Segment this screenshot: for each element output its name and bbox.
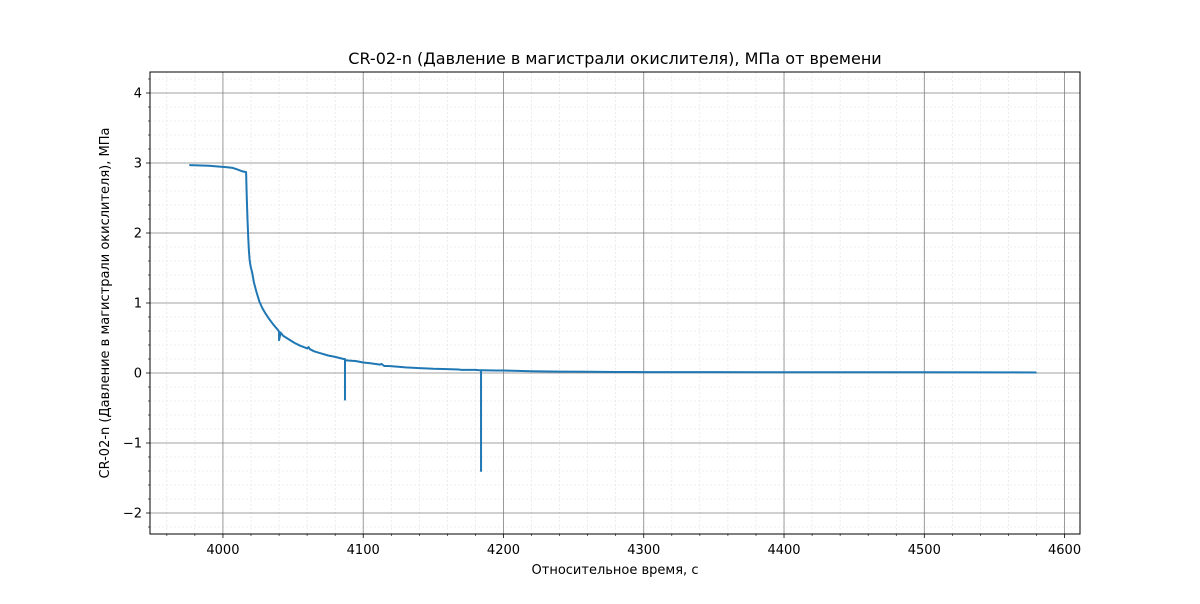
chart-title: CR-02-n (Давление в магистрали окислител… bbox=[348, 49, 881, 68]
x-tick-label: 4200 bbox=[487, 543, 520, 558]
x-tick-label: 4000 bbox=[206, 543, 239, 558]
y-tick-label: 3 bbox=[134, 157, 142, 172]
x-tick-label: 4600 bbox=[1048, 543, 1081, 558]
y-axis-ticks: −2 −1 0 1 2 3 4 bbox=[123, 78, 150, 528]
x-axis-ticks: 4000 4100 4200 4300 4400 4500 4600 bbox=[166, 534, 1081, 558]
y-tick-label: −2 bbox=[123, 507, 142, 522]
x-tick-label: 4400 bbox=[767, 543, 800, 558]
y-tick-label: 4 bbox=[134, 87, 142, 102]
x-axis-label: Относительное время, с bbox=[532, 563, 699, 578]
major-grid bbox=[150, 72, 1080, 534]
y-tick-label: −1 bbox=[123, 437, 142, 452]
y-tick-label: 2 bbox=[134, 227, 142, 242]
x-tick-label: 4500 bbox=[908, 543, 941, 558]
minor-grid bbox=[150, 72, 1080, 534]
y-tick-label: 1 bbox=[134, 297, 142, 312]
y-tick-label: 0 bbox=[134, 367, 142, 382]
x-tick-label: 4100 bbox=[347, 543, 380, 558]
x-tick-label: 4300 bbox=[627, 543, 660, 558]
y-axis-label: CR-02-n (Давление в магистрали окислител… bbox=[98, 128, 113, 479]
series-layer bbox=[189, 164, 1037, 472]
series-line-1 bbox=[189, 164, 1037, 472]
